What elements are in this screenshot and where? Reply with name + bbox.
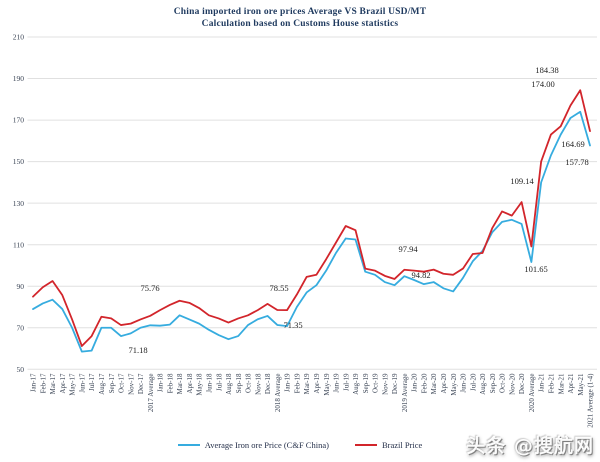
svg-text:Dec-19: Dec-19 [391, 373, 399, 394]
svg-text:130: 130 [13, 199, 25, 208]
svg-text:Apr-19: Apr-19 [313, 373, 321, 394]
svg-text:190: 190 [13, 74, 25, 83]
svg-text:75.76: 75.76 [140, 283, 159, 293]
svg-text:2020 Average: 2020 Average [528, 374, 536, 413]
y-axis-labels: 50 70 90 110 130 150 170 190 210 [13, 33, 25, 374]
svg-text:Apr-17: Apr-17 [59, 373, 67, 394]
chart-legend: Average Iron ore Price (C&F China) Brazi… [0, 440, 600, 450]
legend-label-china: Average Iron ore Price (C&F China) [204, 440, 329, 450]
svg-text:Feb-19: Feb-19 [293, 373, 301, 393]
svg-text:May-18: May-18 [196, 373, 204, 396]
svg-text:78.55: 78.55 [269, 283, 288, 293]
svg-text:Mar-21: Mar-21 [557, 373, 565, 394]
data-annotations: 75.76 71.18 78.55 71.35 97.94 94.82 109.14 101.… [128, 65, 588, 355]
svg-text:Dec-18: Dec-18 [264, 373, 272, 394]
svg-text:94.82: 94.82 [411, 270, 430, 280]
svg-text:Dec-20: Dec-20 [518, 373, 526, 394]
watermark-text: 头条 @搜航网 [466, 435, 594, 457]
svg-text:Aug-18: Aug-18 [225, 373, 233, 395]
svg-text:71.35: 71.35 [283, 320, 302, 330]
svg-text:Jun-17: Jun-17 [78, 373, 86, 393]
svg-text:Feb-20: Feb-20 [420, 373, 428, 393]
svg-text:Sep-20: Sep-20 [489, 373, 497, 393]
svg-text:Jul-20: Jul-20 [469, 373, 477, 391]
svg-text:May-21: May-21 [577, 373, 585, 396]
china-line-swatch [177, 444, 200, 446]
svg-text:Aug-17: Aug-17 [98, 373, 106, 395]
svg-text:Feb-18: Feb-18 [166, 373, 174, 393]
chart-title-line2: Calculation based on Customs House stati… [201, 19, 399, 29]
svg-text:97.94: 97.94 [398, 244, 418, 254]
svg-text:101.65: 101.65 [524, 264, 547, 274]
svg-text:Nov-17: Nov-17 [127, 373, 135, 395]
svg-text:Nov-20: Nov-20 [508, 373, 516, 395]
svg-text:2017 Average: 2017 Average [147, 374, 155, 413]
svg-text:Mar-20: Mar-20 [430, 373, 438, 394]
legend-item-brazil: Brazil Price [354, 440, 423, 450]
svg-text:110: 110 [13, 240, 24, 249]
brazil-line-swatch [354, 444, 377, 446]
svg-text:Jan-18: Jan-18 [157, 373, 165, 392]
svg-text:Sep-19: Sep-19 [362, 373, 370, 393]
svg-text:May-20: May-20 [450, 373, 458, 396]
svg-text:Jun-20: Jun-20 [460, 373, 468, 393]
chart-title: China imported iron ore prices Average V… [0, 6, 600, 30]
svg-text:Oct-19: Oct-19 [372, 373, 380, 393]
svg-text:184.38: 184.38 [535, 65, 558, 75]
svg-text:May-19: May-19 [323, 373, 331, 396]
svg-text:50: 50 [17, 365, 25, 374]
svg-text:Mar-18: Mar-18 [176, 373, 184, 394]
svg-text:Oct-18: Oct-18 [245, 373, 253, 393]
svg-text:150: 150 [13, 157, 25, 166]
svg-text:Feb-21: Feb-21 [548, 373, 556, 393]
legend-label-brazil: Brazil Price [381, 440, 423, 450]
svg-text:210: 210 [13, 33, 25, 42]
svg-text:Sep-17: Sep-17 [108, 373, 116, 393]
svg-text:Jun-18: Jun-18 [205, 373, 213, 393]
svg-text:90: 90 [17, 282, 25, 291]
svg-text:170: 170 [13, 116, 25, 125]
svg-text:174.00: 174.00 [531, 79, 554, 89]
svg-text:Oct-20: Oct-20 [499, 373, 507, 393]
svg-text:Mar-17: Mar-17 [49, 373, 57, 394]
svg-text:Dec-17: Dec-17 [137, 373, 145, 394]
x-axis-labels: Jan-17 Feb-17 Mar-17 Apr-17 May-17 Jun-17 Jul-… [30, 373, 595, 428]
svg-text:2021 Average (1-4): 2021 Average (1-4) [587, 373, 595, 428]
svg-text:Jul-18: Jul-18 [215, 373, 223, 391]
svg-text:Apr-20: Apr-20 [440, 373, 448, 394]
svg-text:157.78: 157.78 [565, 157, 588, 167]
svg-text:Jan-19: Jan-19 [284, 373, 292, 392]
svg-text:Jul-17: Jul-17 [88, 373, 96, 391]
svg-text:Jun-19: Jun-19 [333, 373, 341, 393]
brazil-price-line [32, 89, 591, 347]
gridlines [27, 36, 597, 370]
svg-text:2018 Average: 2018 Average [274, 374, 282, 413]
svg-text:Mar-19: Mar-19 [303, 373, 311, 394]
svg-text:Aug-20: Aug-20 [479, 373, 487, 395]
svg-text:164.69: 164.69 [561, 139, 584, 149]
svg-text:Feb-17: Feb-17 [39, 373, 47, 393]
svg-text:71.18: 71.18 [128, 345, 147, 355]
svg-text:Oct-17: Oct-17 [118, 373, 126, 393]
svg-text:Sep-18: Sep-18 [235, 373, 243, 393]
legend-item-china: Average Iron ore Price (C&F China) [177, 440, 329, 450]
china-price-line [32, 110, 591, 353]
svg-text:Jan-17: Jan-17 [30, 373, 38, 392]
svg-text:Nov-19: Nov-19 [381, 373, 389, 395]
svg-text:70: 70 [17, 323, 25, 332]
svg-text:Jul-19: Jul-19 [342, 373, 350, 391]
svg-text:Apr-21: Apr-21 [567, 373, 575, 394]
svg-text:May-17: May-17 [69, 373, 77, 396]
svg-text:Nov-18: Nov-18 [254, 373, 262, 395]
svg-text:2019 Average: 2019 Average [401, 374, 409, 413]
chart-title-line1: China imported iron ore prices Average V… [173, 7, 427, 17]
svg-text:Aug-19: Aug-19 [352, 373, 360, 395]
svg-text:Jan-21: Jan-21 [538, 373, 546, 392]
svg-text:Jan-20: Jan-20 [411, 373, 419, 392]
svg-text:109.14: 109.14 [510, 176, 534, 186]
svg-text:Apr-18: Apr-18 [186, 373, 194, 394]
